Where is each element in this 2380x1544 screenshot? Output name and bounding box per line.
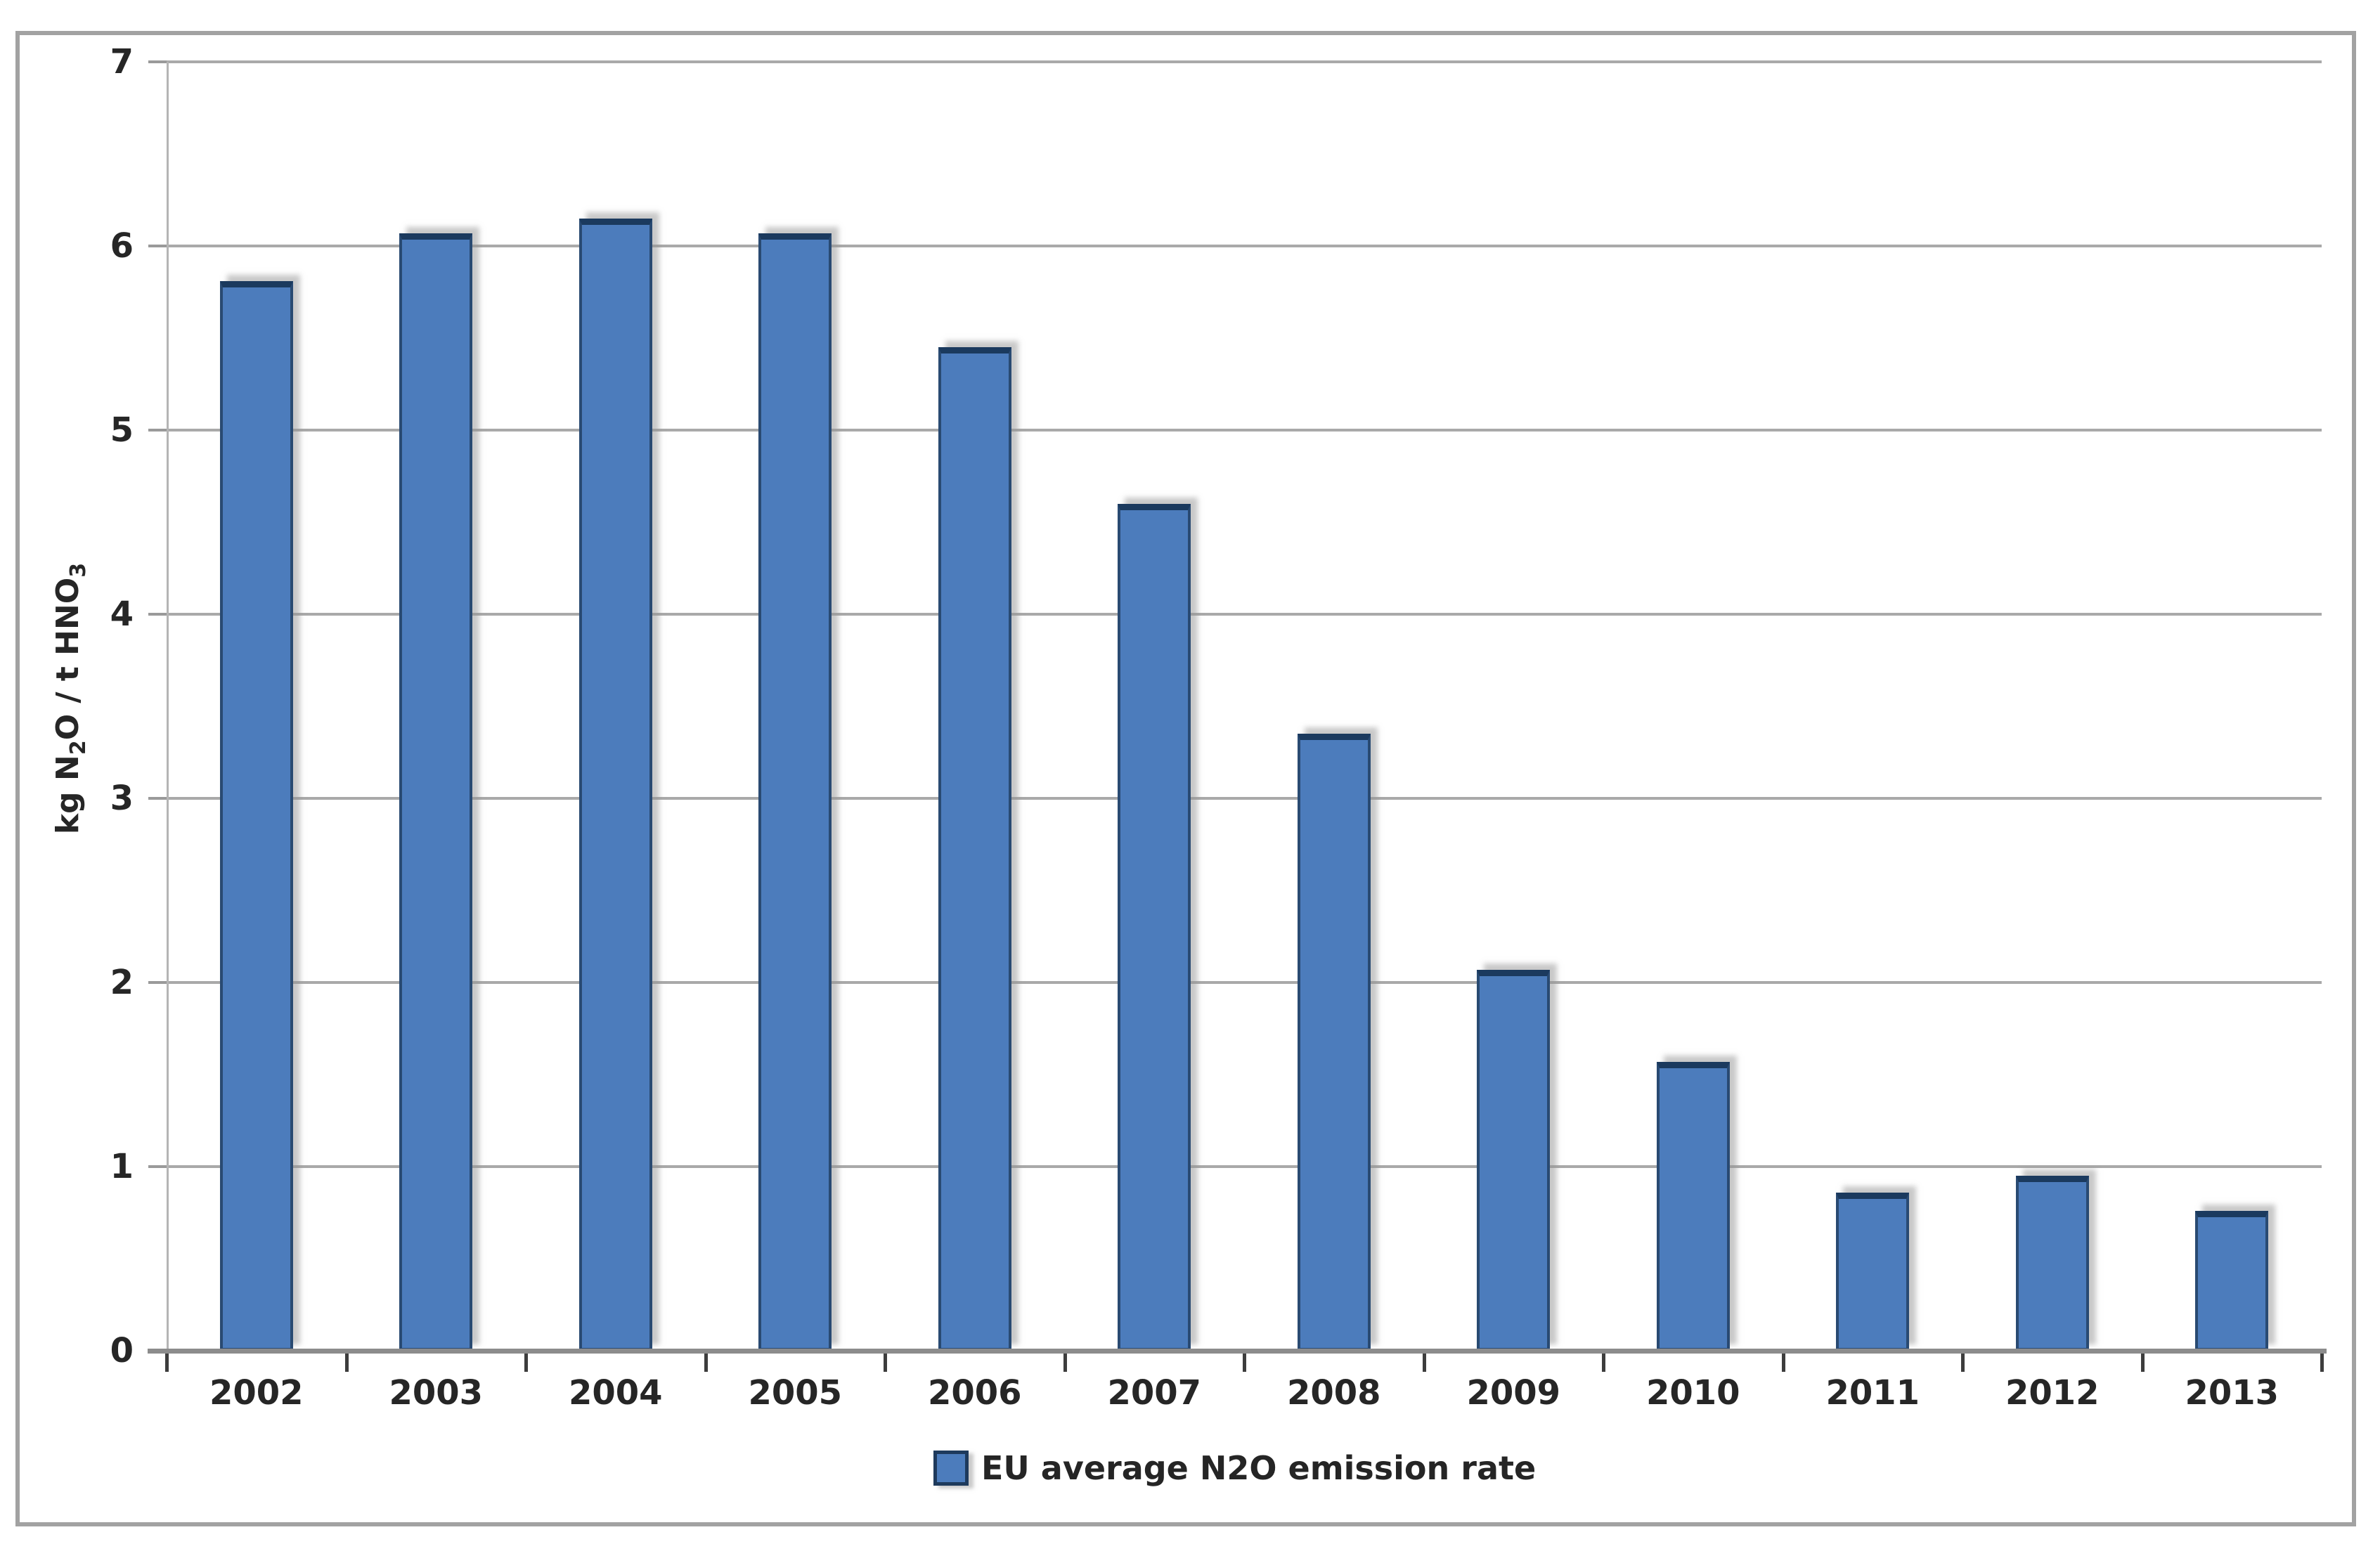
gridline-7 <box>167 60 2322 63</box>
bar-2007 <box>1118 503 1191 1351</box>
gridline-4 <box>167 613 2322 616</box>
y-axis-tick-3 <box>148 797 167 800</box>
bar-2003 <box>399 233 473 1351</box>
legend: EU average N2O emission rate <box>933 1449 1536 1487</box>
x-tick-label-2012: 2012 <box>2005 1373 2100 1413</box>
bar-2002 <box>219 280 293 1351</box>
gridline-5 <box>167 429 2322 432</box>
y-axis-line <box>167 62 169 1351</box>
bar-2013 <box>2195 1210 2269 1351</box>
bar-2008 <box>1297 734 1371 1351</box>
y-axis-title: kg N2O / t HNO3 <box>50 563 91 834</box>
bar-2004 <box>578 218 652 1351</box>
y-axis-title-text: O / t HNO <box>50 577 86 741</box>
gridline-3 <box>167 797 2322 800</box>
x-tick-label-2009: 2009 <box>1466 1373 1561 1413</box>
y-tick-label-4: 4 <box>110 595 134 634</box>
y-tick-label-6: 6 <box>110 226 134 266</box>
x-axis-tick-8 <box>1602 1351 1605 1372</box>
x-tick-label-2006: 2006 <box>927 1373 1022 1413</box>
y-axis-title-subscript: 2 <box>66 740 91 755</box>
y-axis-title-text: kg N <box>50 755 86 835</box>
x-tick-label-2007: 2007 <box>1107 1373 1202 1413</box>
y-tick-label-2: 2 <box>110 963 134 1002</box>
y-axis-tick-2 <box>148 981 167 984</box>
y-axis-tick-7 <box>148 60 167 63</box>
x-tick-label-2013: 2013 <box>2185 1373 2279 1413</box>
x-axis-tick-0 <box>165 1351 169 1372</box>
x-tick-label-2003: 2003 <box>389 1373 484 1413</box>
y-axis-tick-4 <box>148 613 167 616</box>
gridline-1 <box>167 1165 2322 1168</box>
x-tick-label-2002: 2002 <box>209 1373 304 1413</box>
y-axis-title-subscript: 3 <box>66 562 91 578</box>
bar-2009 <box>1477 969 1551 1351</box>
legend-label: EU average N2O emission rate <box>981 1449 1537 1487</box>
x-tick-label-2005: 2005 <box>748 1373 843 1413</box>
y-tick-label-3: 3 <box>110 779 134 818</box>
x-axis-tick-1 <box>344 1351 349 1372</box>
y-axis-tick-5 <box>148 429 167 432</box>
bar-2010 <box>1656 1061 1730 1351</box>
x-tick-label-2004: 2004 <box>568 1373 663 1413</box>
y-tick-label-7: 7 <box>110 42 134 82</box>
bar-2006 <box>938 347 1011 1351</box>
bar-2011 <box>1836 1192 1910 1351</box>
gridline-2 <box>167 981 2322 984</box>
y-tick-label-1: 1 <box>110 1147 134 1186</box>
legend-marker-icon <box>933 1451 969 1486</box>
bar-2005 <box>758 233 832 1351</box>
x-axis-tick-10 <box>1961 1351 1965 1372</box>
y-tick-label-5: 5 <box>110 410 134 450</box>
y-axis-tick-6 <box>148 245 167 247</box>
x-axis-tick-4 <box>884 1351 887 1372</box>
x-tick-label-2008: 2008 <box>1286 1373 1381 1413</box>
bar-2012 <box>2015 1176 2089 1351</box>
x-axis-line <box>148 1349 2327 1354</box>
x-axis-tick-3 <box>704 1351 708 1372</box>
x-axis-tick-7 <box>1422 1351 1426 1372</box>
gridline-6 <box>167 245 2322 247</box>
x-axis-tick-2 <box>524 1351 528 1372</box>
x-tick-label-2011: 2011 <box>1825 1373 1920 1413</box>
y-axis-tick-1 <box>148 1165 167 1168</box>
x-axis-tick-12 <box>2320 1351 2324 1372</box>
x-axis-tick-11 <box>2140 1351 2145 1372</box>
x-tick-label-2010: 2010 <box>1645 1373 1740 1413</box>
x-axis-tick-6 <box>1243 1351 1246 1372</box>
x-axis-tick-5 <box>1063 1351 1067 1372</box>
y-tick-label-0: 0 <box>110 1331 134 1370</box>
x-axis-tick-9 <box>1781 1351 1785 1372</box>
